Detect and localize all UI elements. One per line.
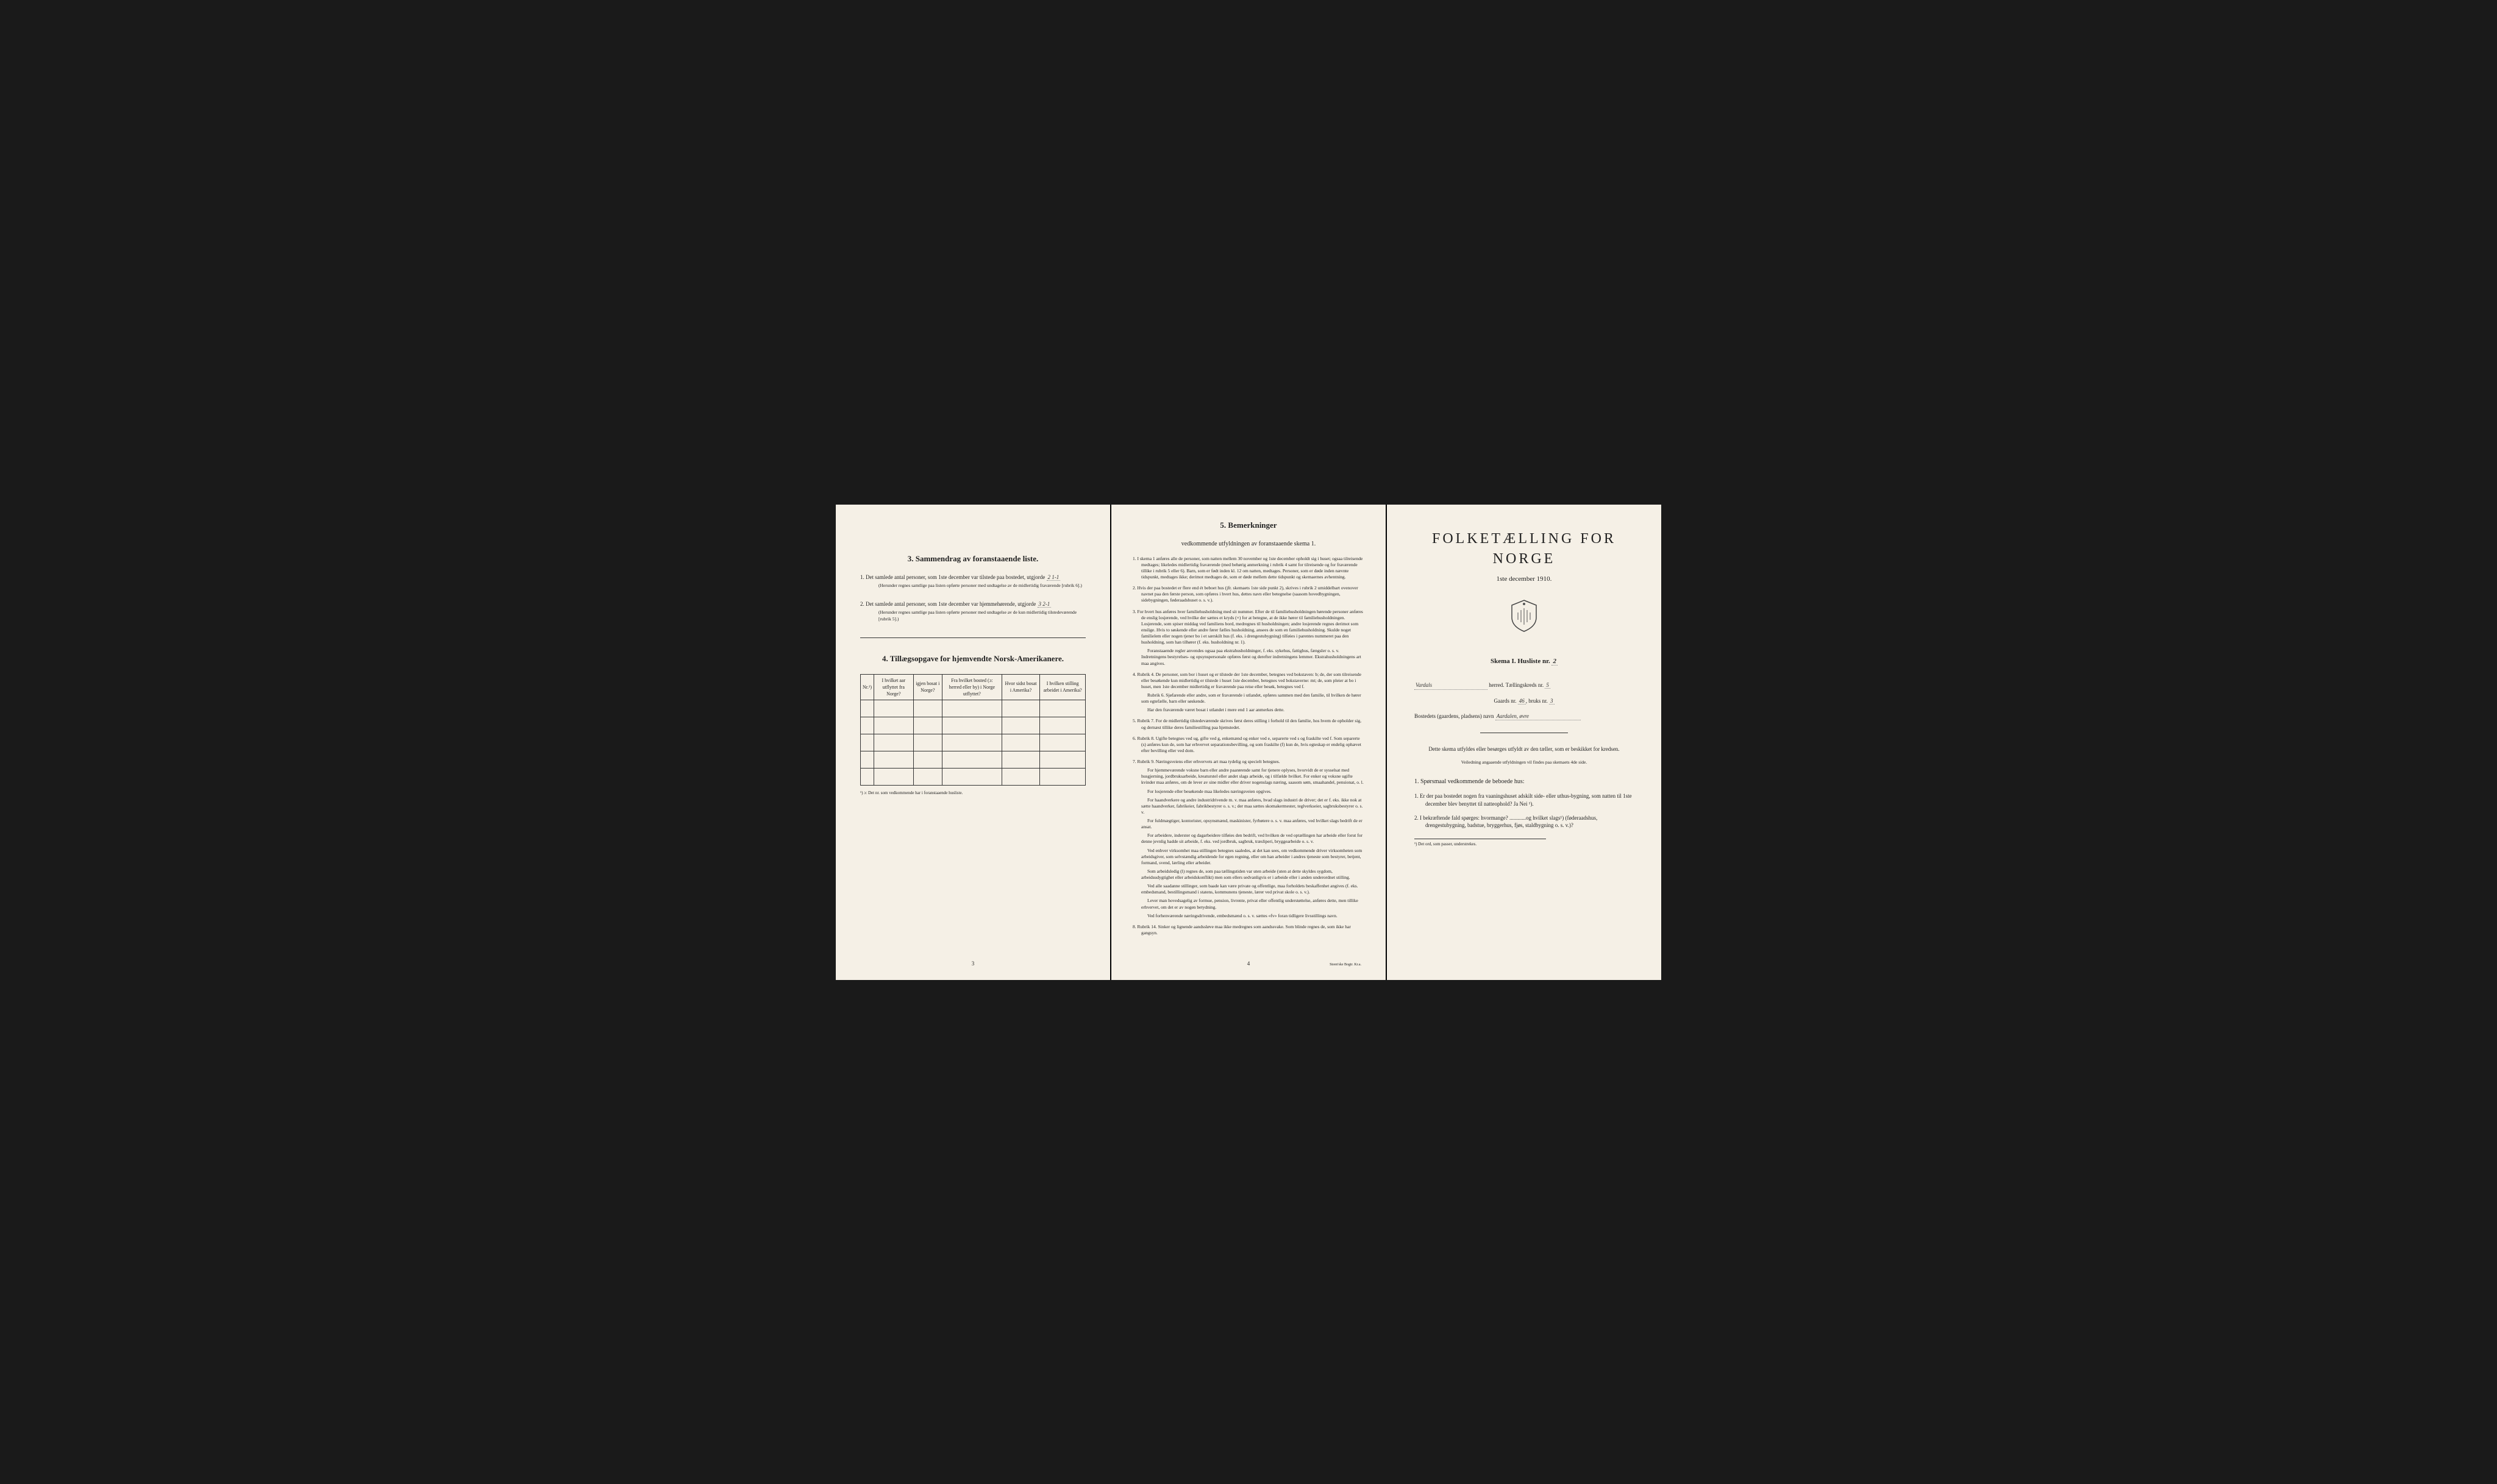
table-row bbox=[861, 769, 1086, 786]
page-middle: 5. Bemerkninger vedkommende utfyldningen… bbox=[1111, 505, 1386, 980]
section-5-subheading: vedkommende utfyldningen av foranstaaend… bbox=[1133, 540, 1364, 549]
table-row bbox=[861, 717, 1086, 734]
remark-4: 4. Rubrik 4. De personer, som bor i huse… bbox=[1133, 672, 1364, 714]
amerikanere-table: Nr.¹) I hvilket aar utflyttet fra Norge?… bbox=[860, 674, 1086, 786]
item-2-text: 2. Det samlede antal personer, som 1ste … bbox=[860, 601, 1036, 607]
page-right: FOLKETÆLLING FOR NORGE 1ste december 191… bbox=[1387, 505, 1661, 980]
husliste-nr: 2 bbox=[1551, 658, 1558, 666]
col-4: I hvilken stilling arbeidet i Amerika? bbox=[1040, 674, 1086, 700]
col-1b: igjen bosat i Norge? bbox=[913, 674, 942, 700]
question-2: 2. I bekræftende fald spørges: hvormange… bbox=[1414, 814, 1634, 829]
item-2-value: 3 2-1 bbox=[1038, 601, 1052, 608]
main-title: FOLKETÆLLING FOR NORGE bbox=[1414, 529, 1634, 570]
bosted-value: Aardalen, øvre bbox=[1495, 712, 1581, 721]
item-1-text: 1. Det samlede antal personer, som 1ste … bbox=[860, 574, 1045, 580]
section-5-heading: 5. Bemerkninger bbox=[1133, 520, 1364, 531]
question-heading: 1. Spørsmaal vedkommende de beboede hus: bbox=[1414, 778, 1634, 786]
col-2: Fra hvilket bosted (ɔ: herred eller by) … bbox=[942, 674, 1002, 700]
instruction-sub: Veiledning angaaende utfyldningen vil fi… bbox=[1414, 759, 1634, 766]
remark-6: 6. Rubrik 8. Ugifte betegnes ved ug, gif… bbox=[1133, 736, 1364, 754]
herred-value: Vardals bbox=[1414, 681, 1487, 690]
bruks-value: 3 bbox=[1549, 698, 1555, 705]
item-1: 1. Det samlede antal personer, som 1ste … bbox=[860, 573, 1086, 589]
col-nr: Nr.¹) bbox=[861, 674, 874, 700]
remark-7: 7. Rubrik 9. Næringsveiens eller erhverv… bbox=[1133, 759, 1364, 919]
table-row bbox=[861, 751, 1086, 769]
table-row bbox=[861, 734, 1086, 751]
bosted-line: Bostedets (gaardens, pladsens) navn Aard… bbox=[1414, 712, 1634, 721]
remark-4-extra-1: Rubrik 6. Sjøfarende eller andre, som er… bbox=[1141, 692, 1364, 705]
remark-4-extra-2: Har den fraværende været bosat i utlande… bbox=[1141, 707, 1364, 713]
remark-2: 2. Hvis der paa bostedet er flere end ét… bbox=[1133, 585, 1364, 603]
col-1a: I hvilket aar utflyttet fra Norge? bbox=[874, 674, 913, 700]
remark-3: 3. For hvert hus anføres hver familiehus… bbox=[1133, 609, 1364, 667]
gaards-line: Gaards nr. 46, bruks nr. 3 bbox=[1414, 697, 1634, 705]
remark-3-extra: Foranstaaende regler anvendes ogsaa paa … bbox=[1141, 648, 1364, 666]
gaards-value: 46 bbox=[1518, 698, 1526, 705]
page-3-footnote: ¹) Det ord, som passer, understrekes. bbox=[1414, 839, 1546, 848]
remark-5: 5. Rubrik 7. For de midlertidig tilstede… bbox=[1133, 718, 1364, 730]
remarks-list: 1. I skema 1 anføres alle de personer, s… bbox=[1133, 556, 1364, 936]
page-left: 3. Sammendrag av foranstaaende liste. 1.… bbox=[836, 505, 1110, 980]
item-1-note: (Herunder regnes samtlige paa listen opf… bbox=[869, 583, 1086, 589]
instruction: Dette skema utfyldes eller besørges utfy… bbox=[1414, 745, 1634, 753]
question-1: 1. Er der paa bostedet nogen fra vaaning… bbox=[1414, 792, 1634, 808]
page-number: 3 bbox=[972, 960, 975, 968]
section-4-heading: 4. Tillægsopgave for hjemvendte Norsk-Am… bbox=[860, 653, 1086, 664]
item-1-value: 2 1-1 bbox=[1047, 574, 1061, 581]
document-spread: 3. Sammendrag av foranstaaende liste. 1.… bbox=[836, 505, 1661, 980]
page-number: 4 bbox=[1247, 960, 1250, 968]
col-3: Hvor sidst bosat i Amerika? bbox=[1002, 674, 1040, 700]
main-subtitle: 1ste december 1910. bbox=[1414, 575, 1634, 584]
remark-8: 8. Rubrik 14. Sinker og lignende aandssl… bbox=[1133, 924, 1364, 936]
coat-of-arms-icon bbox=[1414, 599, 1634, 642]
remark-1: 1. I skema 1 anføres alle de personer, s… bbox=[1133, 556, 1364, 581]
section-3-heading: 3. Sammendrag av foranstaaende liste. bbox=[860, 553, 1086, 564]
herred-line: Vardals herred. Tællingskreds nr. 5 bbox=[1414, 681, 1634, 690]
skema-line: Skema I. Husliste nr. 2 bbox=[1414, 657, 1634, 666]
kreds-value: 5 bbox=[1545, 682, 1550, 689]
item-2: 2. Det samlede antal personer, som 1ste … bbox=[860, 600, 1086, 623]
divider bbox=[860, 637, 1086, 638]
item-2-note: (Herunder regnes samtlige paa listen opf… bbox=[869, 609, 1086, 622]
table-row bbox=[861, 700, 1086, 717]
printer-mark: Steen'ske Bogtr. Kr.a. bbox=[1330, 962, 1361, 967]
table-footnote: ¹) ɔ: Det nr. som vedkommende har i fora… bbox=[860, 790, 1086, 797]
